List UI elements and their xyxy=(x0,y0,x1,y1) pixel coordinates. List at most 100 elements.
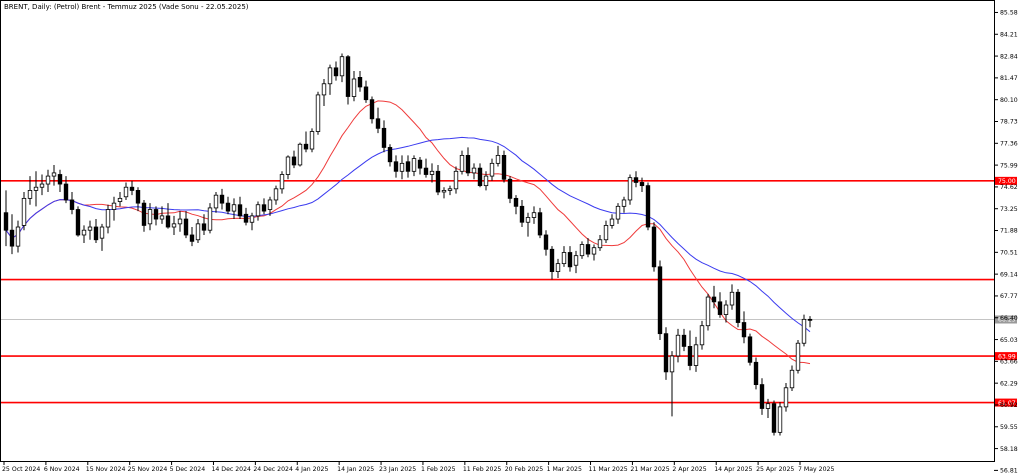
candle[interactable] xyxy=(177,211,183,232)
candle[interactable] xyxy=(393,155,399,178)
candle[interactable] xyxy=(651,222,657,272)
candle[interactable] xyxy=(51,164,57,186)
candle[interactable] xyxy=(669,351,675,417)
candlestick-series[interactable] xyxy=(3,53,813,436)
candle[interactable] xyxy=(771,400,777,436)
candle[interactable] xyxy=(627,174,633,205)
candle[interactable] xyxy=(765,398,771,419)
candle[interactable] xyxy=(183,211,189,239)
candle[interactable] xyxy=(321,78,327,107)
candle[interactable] xyxy=(783,383,789,412)
candle[interactable] xyxy=(381,120,387,153)
candle[interactable] xyxy=(27,176,33,205)
candle[interactable] xyxy=(459,150,465,175)
candle[interactable] xyxy=(477,163,483,188)
candle[interactable] xyxy=(501,150,507,183)
candle[interactable] xyxy=(63,176,69,204)
candle[interactable] xyxy=(363,80,369,103)
candle[interactable] xyxy=(69,192,75,215)
candle[interactable] xyxy=(795,340,801,374)
candle[interactable] xyxy=(789,365,795,391)
candle[interactable] xyxy=(741,311,747,344)
candle[interactable] xyxy=(123,182,129,200)
candle[interactable] xyxy=(399,155,405,180)
candle[interactable] xyxy=(357,71,363,92)
candle[interactable] xyxy=(267,196,273,216)
candle[interactable] xyxy=(141,199,147,232)
candle[interactable] xyxy=(351,71,357,102)
candle[interactable] xyxy=(189,227,195,247)
candle[interactable] xyxy=(663,327,669,380)
candle[interactable] xyxy=(579,241,585,259)
candle[interactable] xyxy=(675,328,681,363)
horizontal-levels[interactable]: 75.00 63.99 61.07 xyxy=(1,176,1017,407)
candle[interactable] xyxy=(213,192,219,213)
candle[interactable] xyxy=(609,214,615,229)
candle[interactable] xyxy=(39,174,45,196)
candle[interactable] xyxy=(339,53,345,83)
candle[interactable] xyxy=(255,201,261,221)
candle[interactable] xyxy=(507,176,513,204)
candle[interactable] xyxy=(807,316,813,328)
candle[interactable] xyxy=(225,196,231,215)
candle[interactable] xyxy=(513,195,519,215)
candle[interactable] xyxy=(777,402,783,436)
candle[interactable] xyxy=(645,182,651,231)
candle[interactable] xyxy=(567,246,573,272)
candle[interactable] xyxy=(171,215,177,235)
candle[interactable] xyxy=(687,330,693,371)
candle[interactable] xyxy=(291,150,297,169)
candle[interactable] xyxy=(717,292,723,318)
candle[interactable] xyxy=(435,164,441,196)
candle[interactable] xyxy=(111,196,117,221)
candle[interactable] xyxy=(633,171,639,188)
candle[interactable] xyxy=(555,258,561,278)
candle[interactable] xyxy=(99,223,105,251)
candle[interactable] xyxy=(483,171,489,191)
candle[interactable] xyxy=(705,293,711,331)
candle[interactable] xyxy=(375,107,381,134)
candle[interactable] xyxy=(519,199,525,228)
candle[interactable] xyxy=(423,158,429,178)
candle[interactable] xyxy=(297,142,303,167)
candle[interactable] xyxy=(573,250,579,274)
candle[interactable] xyxy=(237,196,243,220)
candle[interactable] xyxy=(603,220,609,243)
candle[interactable] xyxy=(303,131,309,153)
candle[interactable] xyxy=(105,204,111,234)
candle[interactable] xyxy=(81,225,87,243)
candle[interactable] xyxy=(129,180,135,196)
candle[interactable] xyxy=(549,246,555,280)
candle[interactable] xyxy=(153,206,159,226)
candle[interactable] xyxy=(135,187,141,212)
candle[interactable] xyxy=(489,158,495,181)
candle[interactable] xyxy=(699,320,705,350)
candle[interactable] xyxy=(315,91,321,135)
candle[interactable] xyxy=(87,220,93,240)
candle[interactable] xyxy=(75,206,81,237)
candle[interactable] xyxy=(465,147,471,177)
candle[interactable] xyxy=(561,246,567,267)
candle[interactable] xyxy=(591,244,597,261)
time-axis[interactable]: 25 Oct 2024 6 Nov 2024 15 Nov 2024 25 Nov 2… xyxy=(2,461,834,473)
candle[interactable] xyxy=(9,214,15,255)
candle[interactable] xyxy=(279,171,285,194)
candle[interactable] xyxy=(201,214,207,235)
candle[interactable] xyxy=(537,207,543,239)
candle[interactable] xyxy=(711,285,717,309)
candle[interactable] xyxy=(159,206,165,224)
price-axis[interactable]: 85.58 84.21 82.84 81.47 80.10 78.73 77.36 75.99… xyxy=(994,10,1018,475)
candle[interactable] xyxy=(3,190,9,247)
candle[interactable] xyxy=(441,187,447,199)
candle[interactable] xyxy=(639,177,645,193)
candle[interactable] xyxy=(57,169,63,193)
candle[interactable] xyxy=(261,198,267,215)
candle[interactable] xyxy=(681,328,687,352)
candle[interactable] xyxy=(525,212,531,237)
candle[interactable] xyxy=(531,206,537,224)
candle[interactable] xyxy=(369,96,375,124)
candle[interactable] xyxy=(585,238,591,258)
candle[interactable] xyxy=(801,314,807,347)
candle[interactable] xyxy=(453,166,459,194)
